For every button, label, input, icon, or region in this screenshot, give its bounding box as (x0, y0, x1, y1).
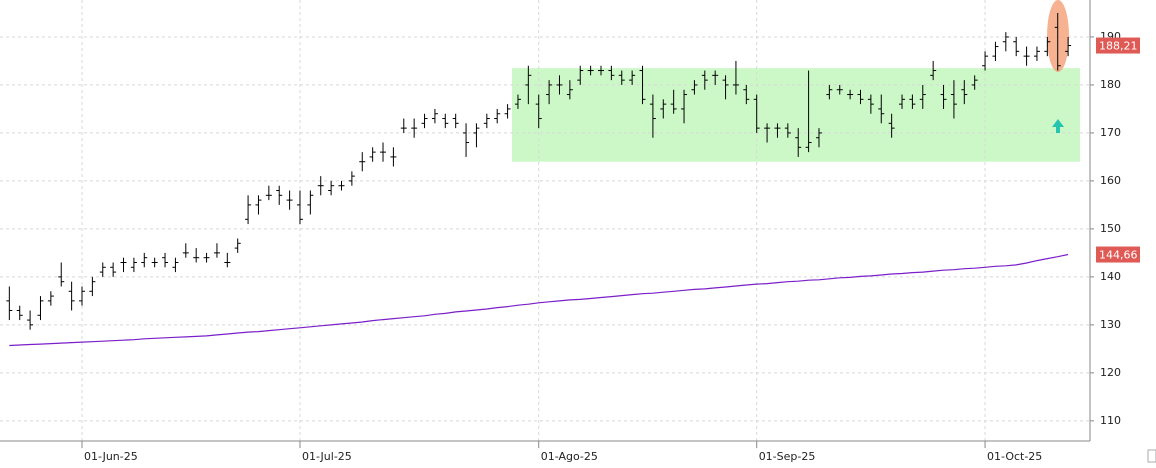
y-tick-label: 120 (1100, 366, 1121, 379)
price-label: 188,21 (1099, 40, 1138, 53)
y-tick-label: 170 (1100, 126, 1121, 139)
x-tick-label: 01-Oct-25 (987, 450, 1042, 463)
highlight-box (512, 68, 1080, 162)
y-tick-label: 150 (1100, 222, 1121, 235)
y-tick-label: 140 (1100, 270, 1121, 283)
x-tick-label: 01-Jul-25 (302, 450, 352, 463)
up-arrow (1052, 119, 1064, 133)
x-tick-label: 01-Jun-25 (84, 450, 138, 463)
x-tick-label: 01-Sep-25 (759, 450, 816, 463)
corner-box (1147, 449, 1156, 463)
y-tick-label: 160 (1100, 174, 1121, 187)
price-label: 144,66 (1099, 249, 1138, 262)
moving-average-line (9, 253, 1069, 347)
y-tick-label: 110 (1100, 414, 1121, 427)
x-tick-label: 01-Ago-25 (541, 450, 598, 463)
background-layer (0, 0, 1090, 441)
y-tick-label: 130 (1100, 318, 1121, 331)
price-label-box (1096, 37, 1140, 54)
price-label-box (1096, 246, 1140, 263)
y-tick-label: 180 (1100, 78, 1121, 91)
